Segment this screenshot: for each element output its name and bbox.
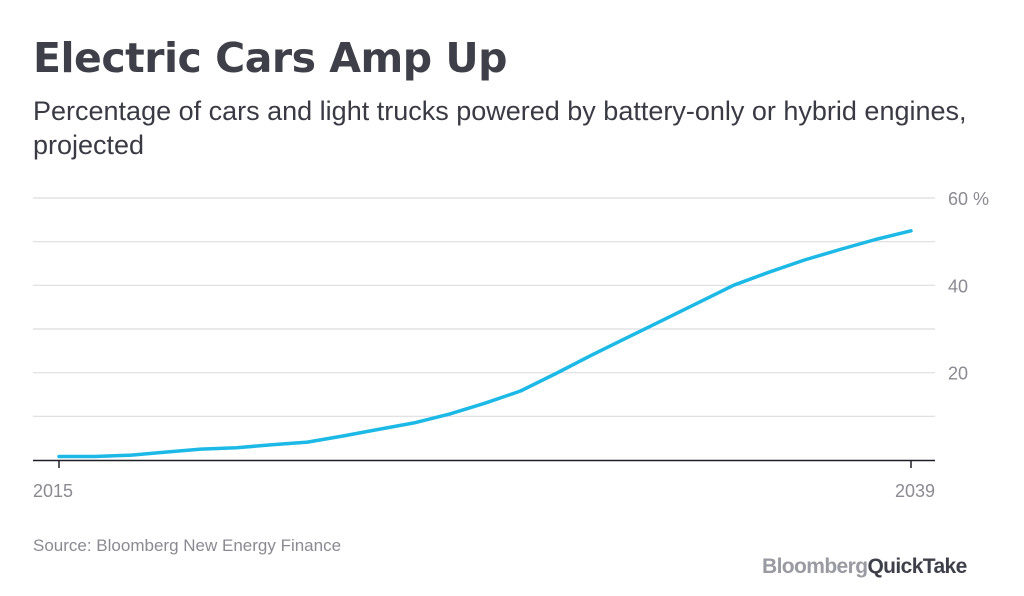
y-tick-label-60: 60 % [948, 189, 989, 209]
bloomberg-quicktake-logo: BloombergQuickTake [762, 553, 967, 581]
y-tick-label-20: 20 [948, 364, 968, 384]
x-tick-label-start: 2015 [33, 481, 73, 501]
y-tick-label-40: 40 [948, 276, 968, 296]
chart-title: Electric Cars Amp Up [33, 34, 508, 82]
series-line-0 [57, 229, 913, 459]
logo-bloomberg: Bloomberg [762, 555, 868, 578]
tick-labels: 60 % 40 20 2015 2039 [33, 189, 989, 501]
gridlines [33, 197, 935, 417]
source-note: Source: Bloomberg New Energy Finance [33, 536, 342, 555]
logo-quicktake: QuickTake [867, 555, 967, 578]
x-tick-label-end: 2039 [895, 481, 935, 501]
series [57, 229, 913, 459]
chart-subtitle: Percentage of cars and light trucks powe… [33, 96, 967, 160]
x-axis [33, 459, 935, 468]
